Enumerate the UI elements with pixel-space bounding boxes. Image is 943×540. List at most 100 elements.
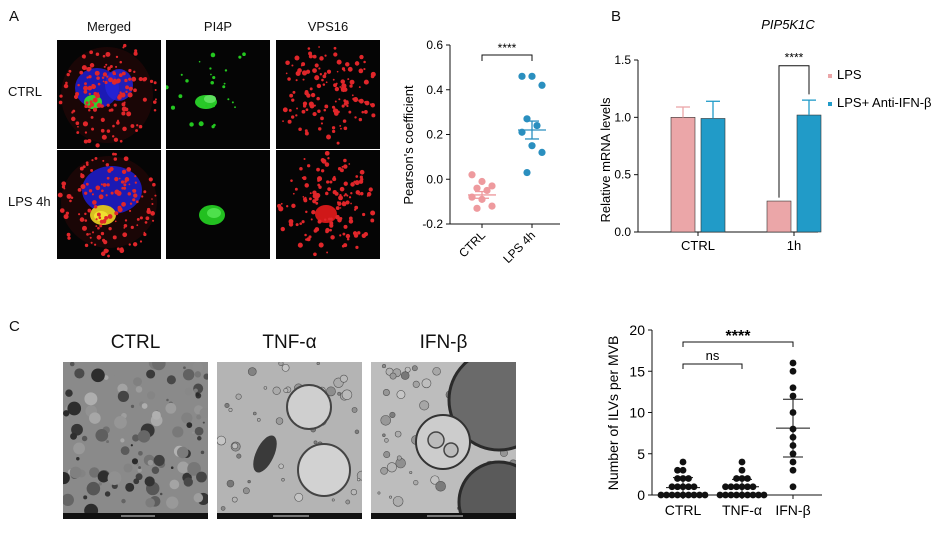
- micrograph-lps-pi4p: [166, 150, 270, 259]
- chart-b-xtick-label: 1h: [787, 238, 801, 253]
- panel-a-col-title-merged: Merged: [86, 19, 132, 34]
- chart-a-sig-bracket: [481, 54, 533, 61]
- chart-c-point: [722, 491, 729, 499]
- chart-c-sig-label: ****: [726, 328, 752, 345]
- chart-a-ytick-label: 0.2: [426, 128, 443, 142]
- panel-c-col-title-ctrl: CTRL: [110, 332, 161, 353]
- chart-a-point: [538, 81, 546, 89]
- chart-b-bar: [700, 118, 726, 233]
- chart-a-point: [523, 168, 531, 177]
- chart-a-pearson-scatter: Pearson's coefficient -0.2 0.0 0.2 0.4 0.6 CT…: [401, 38, 560, 266]
- chart-b-bar: [670, 117, 696, 233]
- chart-c-xtick-label: IFN-β: [775, 502, 810, 518]
- panel-letter-b: B: [611, 8, 622, 25]
- chart-c-point: [668, 491, 676, 499]
- chart-a-sig-label: ****: [498, 41, 517, 55]
- chart-b-legend-label: LPS+ Anti-IFN-β: [837, 95, 932, 110]
- chart-c-point: [789, 359, 797, 367]
- chart-b-ytick-label: 0.5: [614, 168, 631, 182]
- chart-a-ytick-label: 0.4: [426, 83, 443, 97]
- chart-c-point: [738, 458, 746, 466]
- panel-a-row-label-lps: LPS 4h: [8, 194, 51, 209]
- chart-a-point: [473, 184, 481, 192]
- chart-c-point: [690, 491, 698, 499]
- chart-a-point: [518, 72, 526, 80]
- chart-a-xtick-label: LPS 4h: [500, 228, 538, 266]
- chart-c-point: [744, 475, 751, 482]
- chart-b-ytick-label: 1.5: [614, 53, 631, 67]
- em-image-ctrl: [63, 362, 208, 519]
- chart-c-point: [690, 483, 698, 491]
- chart-b-xtick-label: CTRL: [681, 238, 715, 253]
- chart-c-point: [789, 384, 797, 392]
- chart-c-ytick-label: 15: [629, 363, 645, 379]
- chart-c-point: [674, 475, 681, 482]
- micrograph-ctrl-merged: [57, 40, 161, 149]
- chart-c-point: [789, 367, 797, 375]
- chart-c-point: [716, 491, 724, 499]
- chart-b-ytick-label: 1.0: [614, 110, 631, 124]
- chart-a-point: [483, 186, 491, 195]
- micrograph-lps-vps16: [276, 150, 380, 259]
- chart-c-point: [663, 491, 670, 499]
- chart-c-point: [701, 491, 709, 499]
- panel-c-col-title-tnf: TNF-α: [262, 332, 317, 353]
- panel-c-col-title-ifn: IFN-β: [419, 332, 468, 353]
- chart-a-point: [488, 202, 496, 210]
- chart-b-legend-swatch: [828, 74, 832, 78]
- chart-a-point: [488, 182, 496, 190]
- chart-c-point: [744, 491, 751, 499]
- chart-c-sig-bracket: [682, 341, 794, 347]
- chart-c-point: [738, 491, 746, 499]
- chart-a-point: [528, 72, 536, 80]
- chart-c-point: [755, 491, 762, 499]
- chart-c-ns-bracket: [682, 363, 743, 369]
- chart-b-sig-bracket: [778, 65, 810, 198]
- chart-a-ylabel: Pearson's coefficient: [401, 85, 416, 205]
- chart-c-ytick-label: 10: [629, 405, 645, 421]
- chart-b-sig-label: ****: [785, 51, 804, 65]
- chart-c-point: [685, 475, 692, 482]
- chart-c-ilv-scatter: Number of ILVs per MVB 0 5 10 15 20 CTRL TNF-α…: [605, 322, 822, 518]
- chart-c-point: [789, 483, 797, 491]
- chart-b-bar: [766, 200, 792, 233]
- chart-a-ytick-label: 0.0: [426, 172, 443, 186]
- em-image-ifn: [371, 362, 516, 519]
- chart-a-point: [533, 121, 541, 130]
- chart-a-point: [478, 195, 486, 203]
- chart-c-ytick-label: 5: [637, 446, 645, 462]
- chart-c-point: [679, 466, 687, 474]
- chart-c-point: [727, 491, 735, 499]
- chart-a-ytick-label: -0.2: [422, 217, 443, 231]
- chart-c-point: [738, 466, 746, 474]
- chart-c-point: [789, 392, 797, 400]
- chart-b-ylabel: Relative mRNA levels: [598, 97, 613, 222]
- chart-b-legend-label: LPS: [837, 67, 862, 82]
- micrograph-ctrl-pi4p: [166, 40, 270, 149]
- chart-c-xtick-label: CTRL: [665, 502, 702, 518]
- chart-a-xtick-label: CTRL: [456, 228, 488, 260]
- panel-a-col-title-vps16: VPS16: [307, 19, 349, 34]
- micrograph-lps-merged: [57, 150, 161, 259]
- chart-c-point: [657, 491, 665, 499]
- chart-c-point: [674, 466, 681, 474]
- panel-letter-c: C: [9, 318, 20, 335]
- chart-c-point: [789, 458, 797, 466]
- panel-letter-a: A: [9, 8, 20, 25]
- chart-c-point: [696, 491, 703, 499]
- chart-c-point: [738, 475, 746, 482]
- chart-c-ns-label: ns: [706, 348, 720, 363]
- chart-b-legend-swatch: [828, 102, 832, 106]
- panel-a-col-title-pi4p: PI4P: [203, 19, 233, 34]
- chart-b-bar: [796, 114, 822, 233]
- chart-a-point: [538, 148, 546, 156]
- chart-c-point: [789, 466, 797, 474]
- panel-a-row-label-ctrl: CTRL: [8, 84, 42, 99]
- chart-b-title: PIP5K1C: [761, 17, 815, 32]
- chart-a-point: [468, 171, 476, 179]
- em-image-tnf: [217, 362, 362, 519]
- chart-c-point: [733, 475, 740, 482]
- chart-c-point: [749, 491, 757, 499]
- chart-c-point: [685, 483, 692, 491]
- chart-a-point: [478, 177, 486, 186]
